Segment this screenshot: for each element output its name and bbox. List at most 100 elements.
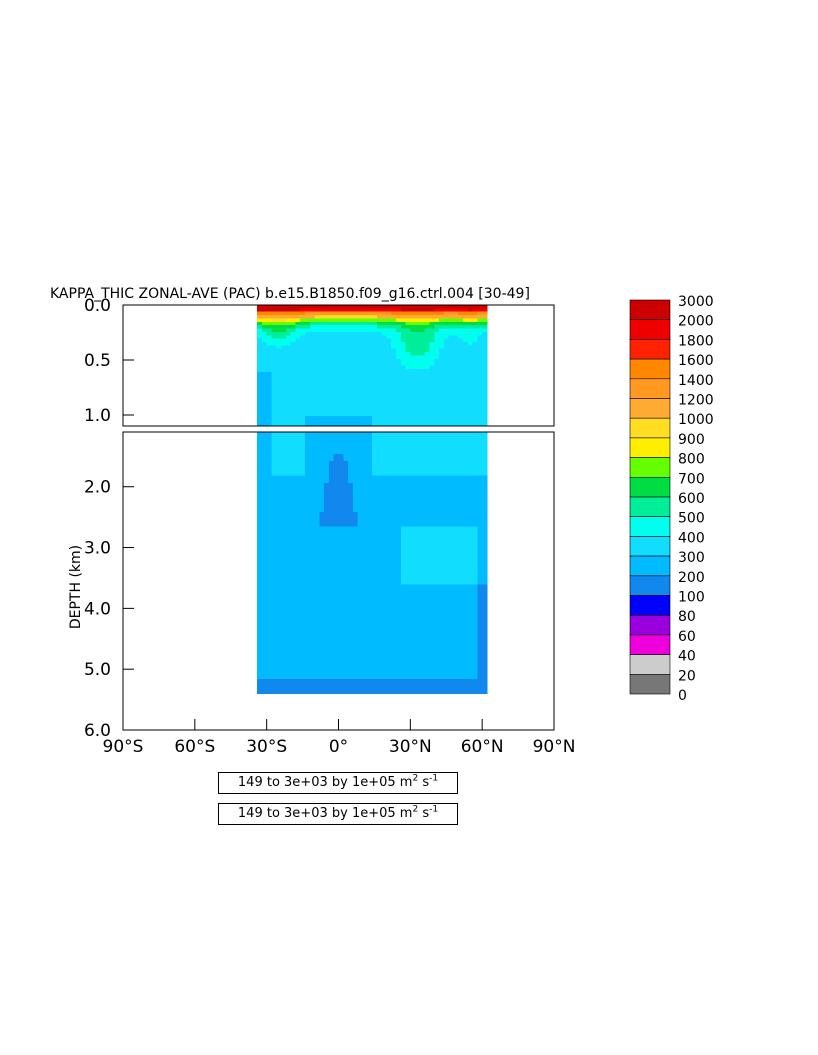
upper-field-cell [348,422,354,426]
upper-field-cell [463,392,469,397]
lower-field-cell [367,584,373,593]
upper-field-cell [271,378,277,383]
upper-field-cell [386,368,392,373]
upper-field-cell [434,385,440,390]
upper-field-cell [290,355,296,360]
lower-field-cell [338,555,344,564]
upper-field-cell [290,328,296,333]
lower-field-cell [319,511,325,520]
lower-field-cell [405,671,411,680]
upper-field-cell [453,352,459,357]
upper-field-cell [477,412,483,417]
upper-field-cell [338,358,344,363]
lower-field-cell [338,584,344,593]
upper-field-cell [304,341,311,346]
upper-field-cell [477,375,483,380]
lower-field-cell [304,635,311,644]
upper-field-cell [266,345,273,350]
lower-field-cell [482,439,488,448]
upper-field-cell [367,352,373,357]
upper-field-cell [448,341,455,346]
upper-field-cell [314,318,320,323]
lower-field-cell [333,649,340,658]
lower-field-cell [472,562,478,571]
upper-field-cell [415,412,421,417]
upper-field-cell [328,315,335,320]
lower-field-cell [415,519,421,528]
lower-field-cell [281,432,287,440]
lower-field-cell [443,468,450,477]
upper-field-cell [463,321,469,326]
lower-field-cell [362,461,368,469]
upper-field-cell [381,348,387,353]
upper-field-cell [314,395,320,400]
upper-field-cell [395,392,402,397]
lower-field-cell [439,649,445,658]
upper-field-cell [424,315,431,320]
lower-field-cell [261,628,268,636]
upper-field-cell [405,419,411,424]
lower-field-cell [290,497,296,506]
lower-field-cell [333,584,340,593]
upper-field-cell [324,412,330,417]
lower-field-cell [458,635,464,644]
lower-field-cell [405,628,411,636]
upper-field-cell [304,409,311,414]
lower-field-cell [410,591,416,600]
upper-field-cell [266,372,273,377]
lower-field-cell [415,620,421,629]
lower-field-cell [257,439,263,448]
upper-field-cell [257,362,263,367]
upper-field-cell [338,392,344,397]
lower-field-cell [472,584,478,593]
lower-field-cell [482,591,488,600]
lower-field-cell [477,606,483,615]
upper-field-cell [381,355,387,360]
lower-field-cell [324,490,330,498]
x-tick-label: 0° [329,737,348,757]
upper-field-cell [429,311,435,316]
upper-field-cell [309,338,316,343]
upper-field-cell [463,378,469,383]
upper-field-cell [429,362,435,367]
upper-field-cell [352,355,359,360]
upper-field-cell [362,318,368,323]
upper-field-cell [333,305,340,309]
lower-field-cell [333,475,340,484]
upper-field-cell [328,372,335,377]
upper-field-cell [295,305,301,309]
lower-field-cell [395,461,402,469]
lower-field-cell [314,635,320,644]
upper-field-cell [372,348,378,353]
lower-field-cell [405,526,411,535]
lower-field-cell [424,591,431,600]
lower-field-cell [348,526,354,535]
lower-field-cell [453,678,459,687]
contour-info-exp-1a: 2 [412,773,419,784]
lower-field-cell [400,649,407,658]
upper-field-cell [285,422,292,426]
upper-field-cell [477,325,483,330]
lower-field-cell [319,664,325,673]
upper-field-cell [362,422,368,426]
upper-field-cell [458,315,464,320]
upper-field-cell [467,335,474,340]
lower-field-cell [458,671,464,680]
lower-field-cell [352,635,359,644]
lower-field-cell [386,504,392,513]
lower-field-cell [285,686,292,695]
upper-field-cell [453,318,459,323]
upper-field-cell [381,382,387,387]
upper-field-cell [391,389,397,393]
upper-field-cell [405,395,411,400]
lower-field-cell [372,642,378,651]
upper-field-cell [463,419,469,424]
lower-field-cell [362,584,368,593]
lower-field-cell [434,548,440,557]
lower-field-cell [439,613,445,622]
upper-field-cell [472,389,478,393]
lower-field-cell [367,678,373,687]
lower-field-cell [352,555,359,564]
lower-field-cell [410,577,416,586]
upper-field-cell [333,405,340,410]
